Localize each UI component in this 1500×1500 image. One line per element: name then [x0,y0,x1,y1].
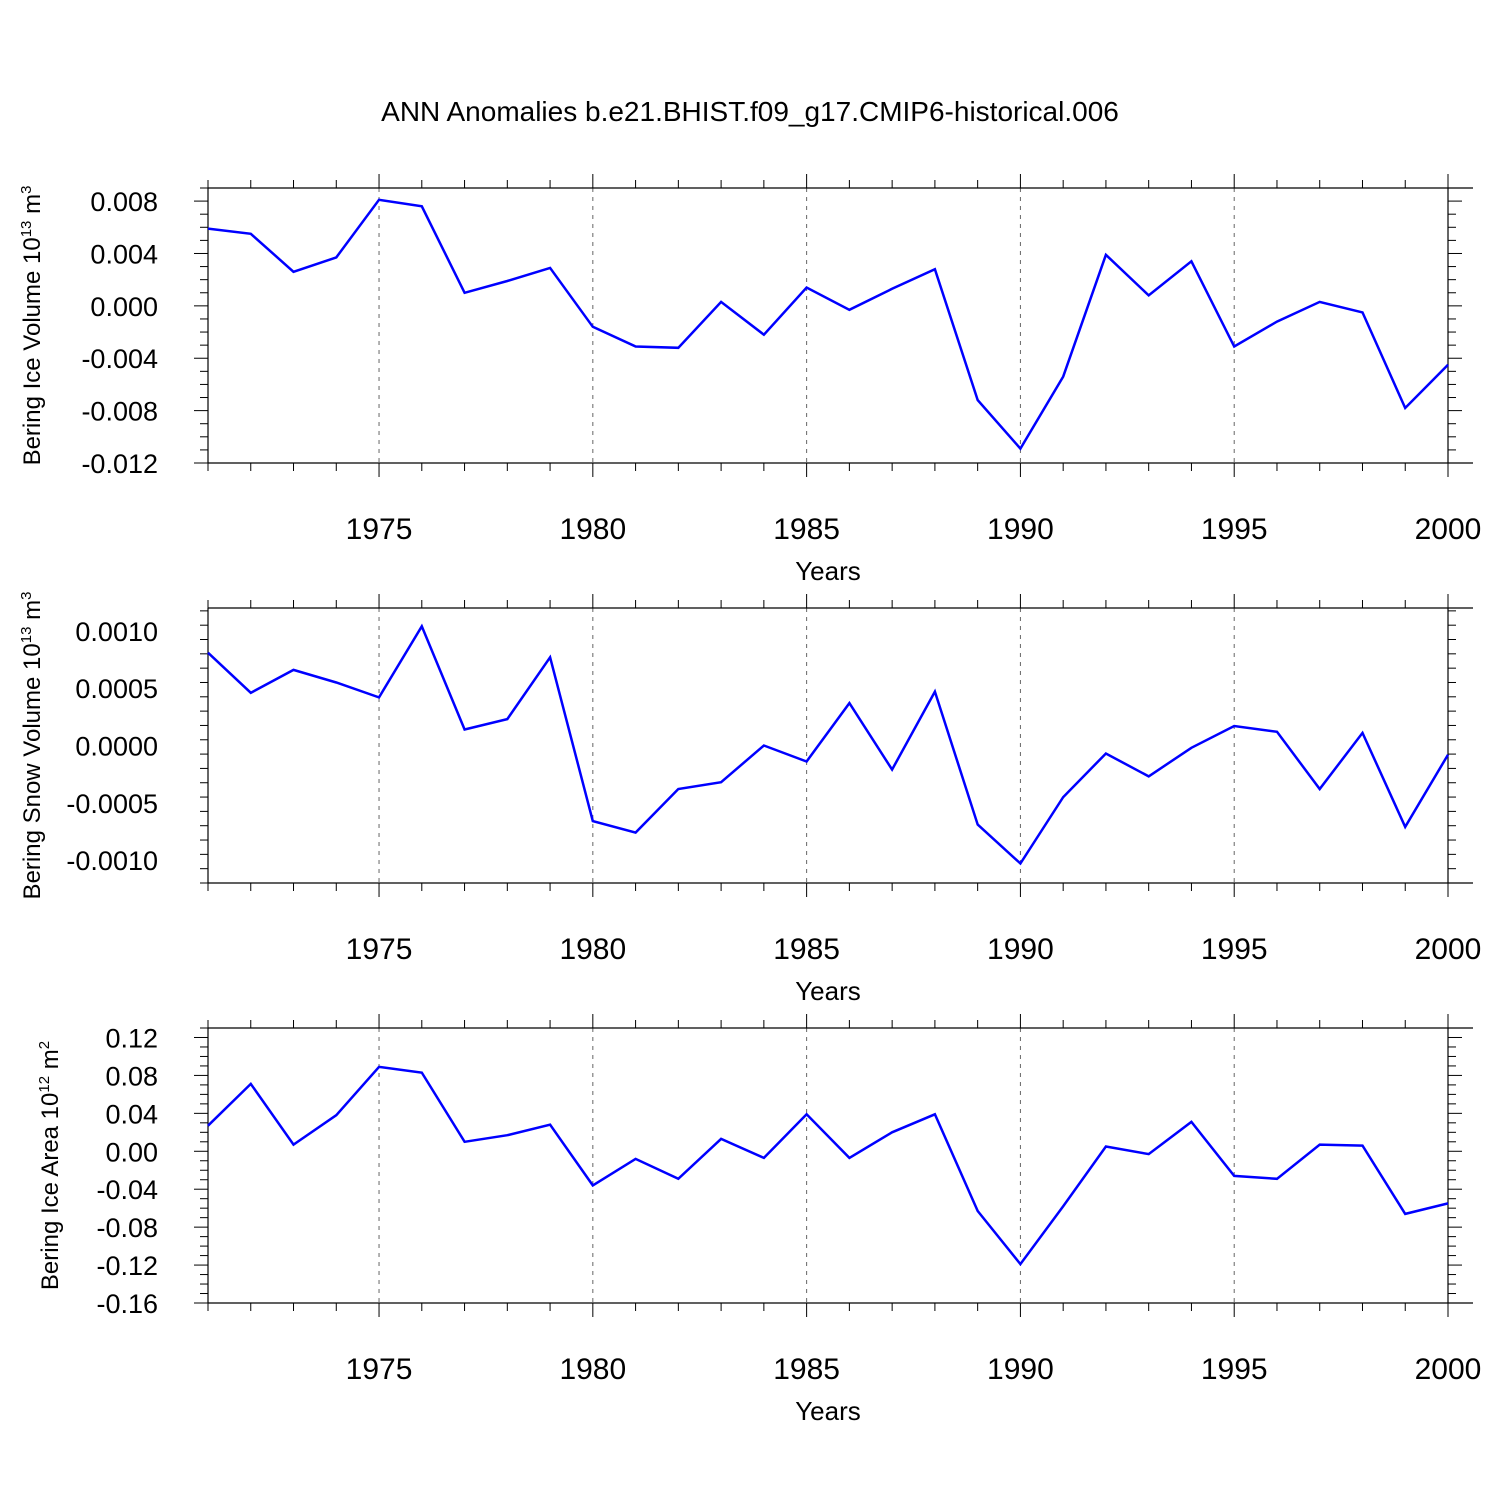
y-axis-label: Bering Snow Volume 1013 m3 [18,592,46,900]
y-tick-label: -0.12 [96,1251,158,1281]
y-tick-label: -0.004 [81,344,158,374]
y-tick-label: 0.004 [90,239,158,269]
y-axis-label: Bering Ice Volume 1013 m3 [18,186,46,466]
x-tick-label: 1995 [1201,1353,1268,1386]
y-tick-label: 0.008 [90,187,158,217]
y-tick-label: 0.12 [105,1023,158,1053]
x-tick-label: 1995 [1201,933,1268,966]
y-label-unit: m [37,1049,64,1076]
x-tick-label: 1995 [1201,513,1268,546]
y-label-exponent: 13 [18,627,35,644]
y-tick-label: -0.0005 [66,789,158,819]
series-line [207,1065,1449,1267]
x-tick-label: 1990 [987,933,1054,966]
x-tick-label: 1985 [773,933,840,966]
y-label-text: Bering Snow Volume 10 [19,643,46,899]
y-tick-label: 0.0005 [75,674,158,704]
y-label-unit-exponent: 3 [18,186,35,194]
x-tick-label: 2000 [1415,1353,1482,1386]
y-tick-label: -0.08 [96,1213,158,1243]
x-tick-label: 1985 [773,513,840,546]
y-label-unit: m [19,194,46,221]
panel-2: -0.0010 -0.0005 0.0000 0.0005 0.0010 1975 1980… [18,592,1481,1006]
x-tick-label: 1975 [346,1353,413,1386]
y-tick-label: 0.000 [90,292,158,322]
y-tick-label: 0.00 [105,1137,158,1167]
y-label-text: Bering Ice Volume 10 [19,237,46,465]
x-tick-label: 2000 [1415,933,1482,966]
series-line [207,623,1450,866]
y-axis-label: Bering Ice Area 1012 m2 [36,1041,64,1290]
y-label-unit: m [19,600,46,627]
y-label-exponent: 13 [18,221,35,238]
y-tick-label: 0.0000 [75,732,158,762]
x-tick-label: 1990 [987,513,1054,546]
x-tick-label: 2000 [1415,513,1482,546]
series-line [207,198,1449,451]
y-label-unit-exponent: 3 [18,592,35,600]
x-tick-label: 1990 [987,1353,1054,1386]
x-tick-label: 1980 [559,933,626,966]
y-tick-label: 0.04 [105,1099,158,1129]
y-label-exponent: 12 [36,1076,53,1093]
y-label-text: Bering Ice Area 10 [37,1093,64,1290]
x-tick-label: 1985 [773,1353,840,1386]
y-tick-label: -0.16 [96,1289,158,1319]
y-tick-label: 0.0010 [75,617,158,647]
x-tick-label: 1975 [346,513,413,546]
x-axis-label: Years [795,1396,861,1426]
y-tick-label: -0.04 [96,1175,158,1205]
x-tick-label: 1980 [559,513,626,546]
y-tick-label: 0.08 [105,1061,158,1091]
x-axis-label: Years [795,556,861,586]
x-tick-label: 1980 [559,1353,626,1386]
y-tick-label: -0.012 [81,449,158,479]
y-tick-label: -0.0010 [66,846,158,876]
x-axis-label: Years [795,976,861,1006]
panel-3: -0.16 -0.12 -0.08 -0.04 0.00 0.04 0.08 0.12 1975… [36,1014,1481,1426]
y-label-unit-exponent: 2 [36,1041,53,1049]
x-tick-label: 1975 [346,933,413,966]
panel-1: -0.012 -0.008 -0.004 0.000 0.004 0.008 1975 198… [18,174,1481,586]
page-title: ANN Anomalies b.e21.BHIST.f09_g17.CMIP6-… [381,96,1119,127]
y-tick-label: -0.008 [81,397,158,427]
